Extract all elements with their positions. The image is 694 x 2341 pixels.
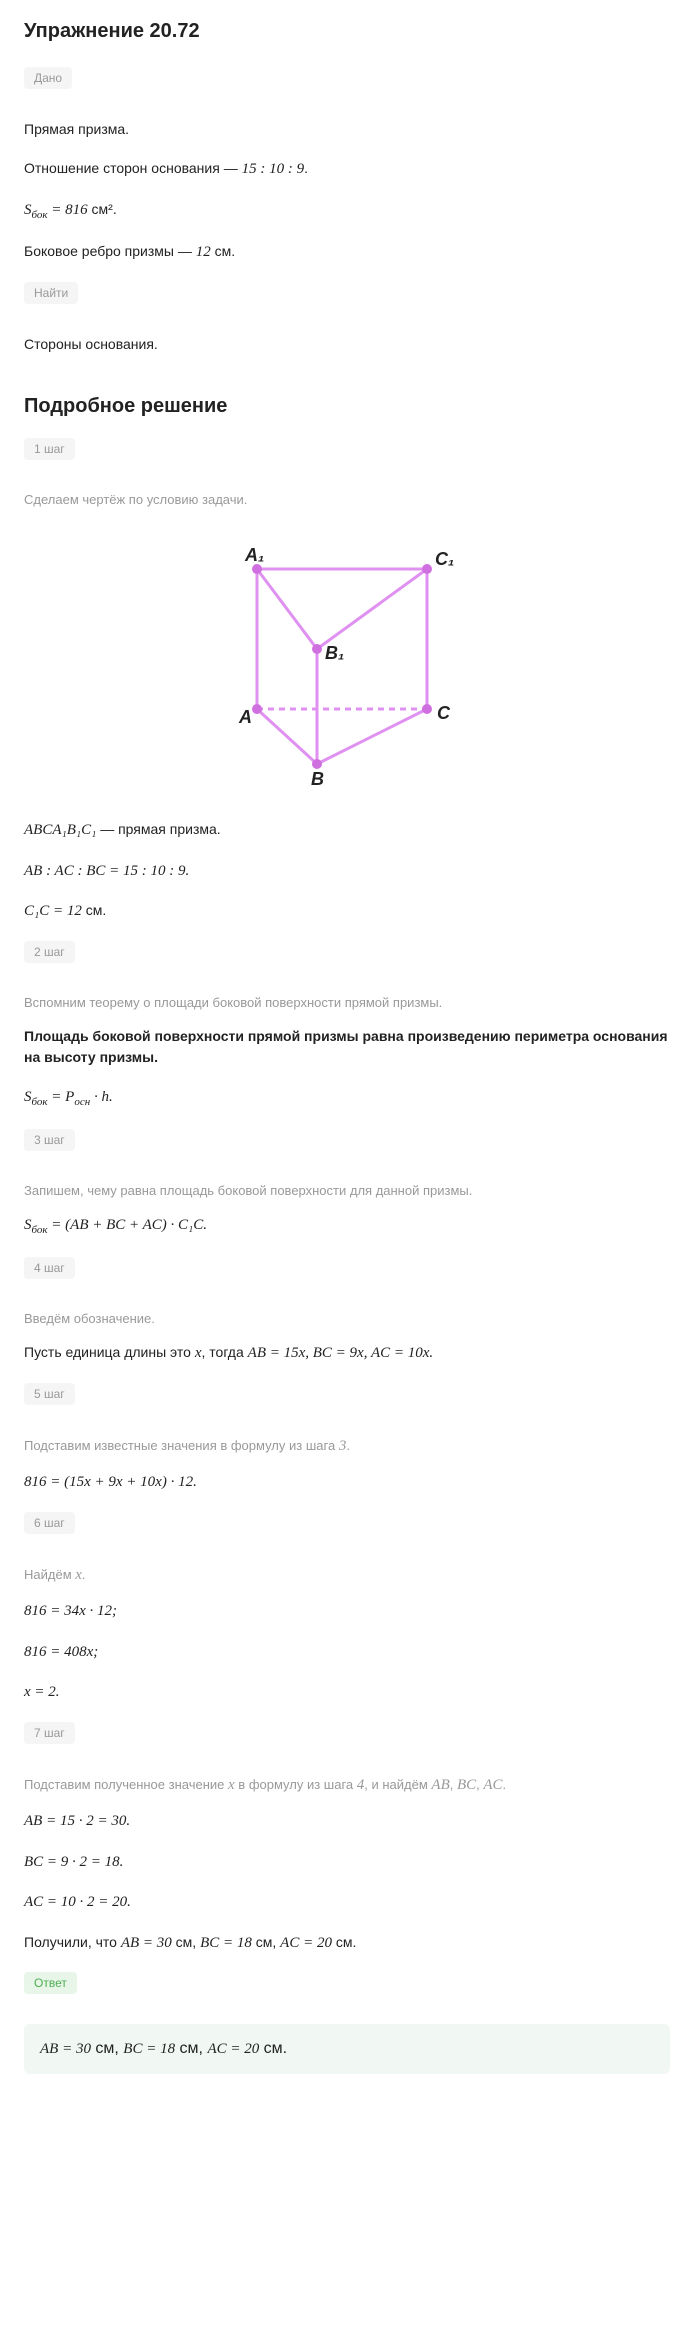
page-title: Упражнение 20.72	[24, 20, 670, 43]
step5-desc: Подставим известные значения в формулу и…	[24, 1435, 670, 1458]
label-b1: B₁	[325, 643, 344, 663]
node-a	[252, 704, 262, 714]
given-line4-val: 12	[196, 244, 211, 260]
edge-cb	[317, 709, 427, 764]
step1-after1: ABCA₁B₁C₁ — прямая призма.	[24, 819, 670, 842]
step7-line1: AB = 15 · 2 = 30.	[24, 1810, 670, 1833]
prism-diagram: A₁ C₁ B₁ A C B	[24, 529, 670, 789]
s-eq: = 816	[48, 202, 88, 218]
step6-line1: 816 = 34x · 12;	[24, 1600, 670, 1623]
label-b: B	[311, 769, 324, 789]
given-line4-post: см.	[211, 243, 235, 259]
step6-desc: Найдём x.	[24, 1564, 670, 1587]
step7-desc: Подставим полученное значение x в формул…	[24, 1774, 670, 1797]
step1-ratio: AB : AC : BC = 15 : 10 : 9.	[24, 860, 670, 883]
step1-cc: C₁C = 12 см.	[24, 900, 670, 923]
given-line4-pre: Боковое ребро призмы —	[24, 243, 196, 259]
label-a1: A₁	[244, 545, 264, 565]
given-line2: Отношение сторон основания — 15 : 10 : 9…	[24, 158, 670, 181]
answer-text: AB = 30	[40, 2041, 91, 2057]
step2-desc: Вспомним теорему о площади боковой повер…	[24, 993, 670, 1013]
step1-tag: 1 шаг	[24, 438, 75, 460]
given-line2-ratio: 15 : 10 : 9	[242, 161, 305, 177]
step3-formula: Sбок = (AB + BC + AC) · C₁C.	[24, 1214, 670, 1239]
step7-line3: AC = 10 · 2 = 20.	[24, 1891, 670, 1914]
s-sub: бок	[32, 209, 48, 221]
step7-result: Получили, что AB = 30 см, BC = 18 см, AC…	[24, 1932, 670, 1955]
given-line4: Боковое ребро призмы — 12 см.	[24, 241, 670, 264]
given-line3: Sбок = 816 см².	[24, 199, 670, 224]
step7-line2: BC = 9 · 2 = 18.	[24, 1851, 670, 1874]
s-post: .	[113, 201, 117, 217]
node-c1	[422, 564, 432, 574]
step4-tag: 4 шаг	[24, 1257, 75, 1279]
step6-line2: 816 = 408x;	[24, 1641, 670, 1664]
step2-tag: 2 шаг	[24, 941, 75, 963]
step1-desc: Сделаем чертёж по условию задачи.	[24, 490, 670, 510]
step6-line3: x = 2.	[24, 1681, 670, 1704]
given-line2-post: .	[304, 160, 308, 176]
step2-formula: Sбок = Pосн · h.	[24, 1086, 670, 1111]
node-b	[312, 759, 322, 769]
label-c: C	[437, 703, 451, 723]
given-tag: Дано	[24, 67, 72, 89]
node-c	[422, 704, 432, 714]
step6-tag: 6 шаг	[24, 1512, 75, 1534]
edge-ab	[257, 709, 317, 764]
step4-desc: Введём обозначение.	[24, 1309, 670, 1329]
step4-text: Пусть единица длины это x, тогда AB = 15…	[24, 1342, 670, 1365]
given-line2-pre: Отношение сторон основания —	[24, 160, 242, 176]
node-b1	[312, 644, 322, 654]
edge-a1b1	[257, 569, 317, 649]
answer-tag: Ответ	[24, 1972, 77, 1994]
answer-box: AB = 30 см, BC = 18 см, AC = 20 см.	[24, 2024, 670, 2074]
label-a: A	[238, 707, 252, 727]
step2-bold: Площадь боковой поверхности прямой призм…	[24, 1026, 670, 1068]
step3-tag: 3 шаг	[24, 1129, 75, 1151]
solution-title: Подробное решение	[24, 395, 670, 418]
label-c1: C₁	[435, 549, 454, 569]
node-a1	[252, 564, 262, 574]
s-unit: см²	[88, 201, 113, 217]
find-text: Стороны основания.	[24, 334, 670, 355]
edge-c1b1	[317, 569, 427, 649]
given-line1: Прямая призма.	[24, 119, 670, 140]
step3-desc: Запишем, чему равна площадь боковой пове…	[24, 1181, 670, 1201]
step5-formula: 816 = (15x + 9x + 10x) · 12.	[24, 1471, 670, 1494]
s-var: S	[24, 202, 32, 218]
step5-tag: 5 шаг	[24, 1383, 75, 1405]
step7-tag: 7 шаг	[24, 1722, 75, 1744]
find-tag: Найти	[24, 282, 78, 304]
